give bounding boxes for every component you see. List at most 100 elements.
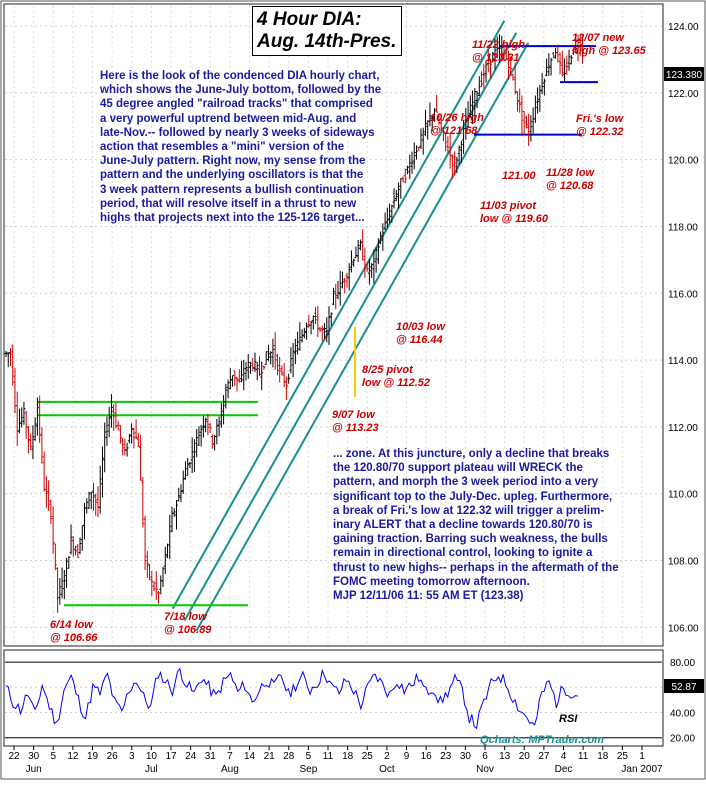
rsi-last-label: 52.87 — [671, 682, 696, 693]
time-tick-label: 28 — [283, 751, 295, 762]
commentary-bottom-line: gaining traction. Barring such weakness,… — [333, 533, 608, 546]
time-tick-label: 17 — [165, 751, 177, 762]
commentary-bottom-line: thrust to new highs-- perhaps in the aft… — [333, 561, 619, 574]
last-price-label: 123.380 — [666, 70, 703, 81]
annotation-label: 9/07 low — [332, 409, 376, 421]
time-tick-label: 14 — [244, 751, 256, 762]
annotation-label: 6/14 low — [50, 619, 94, 631]
time-tick-label: 25 — [617, 751, 629, 762]
commentary-top-line: action that resembles a "mini" version o… — [100, 141, 345, 154]
month-label: Dec — [555, 764, 573, 775]
price-tick-label: 118.00 — [668, 222, 698, 233]
price-tick-label: 110.00 — [668, 490, 698, 501]
time-axis: 22 30 5 12 19 26 3 10 17 24 31 7 14 21 28 5 11 18 25 2 9 16 23… — [8, 746, 663, 775]
time-tick-label: 7 — [227, 751, 233, 762]
time-tick-label: 20 — [519, 751, 531, 762]
price-tick-label: 114.00 — [668, 356, 698, 367]
annotation-value: high @ 123.65 — [572, 45, 647, 57]
commentary-bottom-line: the 120.80/70 support plateau will WRECK… — [333, 462, 583, 475]
commentary-top: Here is the look of the condenced DIA ho… — [100, 69, 381, 225]
annotation-value: @ 106.89 — [164, 624, 212, 636]
title-line-1: 4 Hour DIA: — [257, 9, 362, 30]
time-tick-label: 5 — [306, 751, 312, 762]
time-tick-label: 3 — [129, 751, 135, 762]
footer-credit: Qcharts: MPTrader.com — [480, 734, 604, 746]
annotation-label: 11/28 low — [546, 167, 596, 179]
commentary-top-line: highs that projects next into the 125-12… — [100, 212, 365, 225]
annotation-label: 10/26 high — [430, 112, 484, 124]
annotation-value: @ 113.23 — [332, 422, 379, 434]
annotation-value: @ 106.66 — [50, 632, 98, 644]
time-tick-label: 24 — [185, 751, 197, 762]
commentary-top-line: a very powerful uptrend between mid-Aug.… — [100, 112, 357, 125]
channel-mid-line — [183, 32, 518, 622]
time-tick-label: 21 — [264, 751, 276, 762]
commentary-top-line: period, that will resolve itself in a th… — [100, 197, 357, 210]
time-tick-label: 18 — [342, 751, 354, 762]
price-tick-label: 124.00 — [668, 22, 699, 33]
time-tick-label: 26 — [107, 751, 119, 762]
time-tick-label: 1 — [639, 751, 645, 762]
annotation-label: Fri.'s low — [576, 113, 625, 125]
time-tick-label: 6 — [482, 751, 488, 762]
channel-lower-line — [195, 42, 530, 632]
time-tick-label: 30 — [460, 751, 472, 762]
commentary-top-line: 3 week pattern represents a bullish cont… — [100, 183, 364, 196]
time-tick-label: 2 — [384, 751, 390, 762]
annotation-label: 7/18 low — [164, 611, 208, 623]
annotation-label: 12/07 new — [572, 32, 625, 44]
rsi-last-badge — [664, 679, 704, 693]
rsi-series — [5, 667, 579, 730]
price-panel-border — [3, 3, 664, 647]
annotation-label: 11/03 pivot — [480, 200, 537, 212]
rsi-panel-border — [3, 649, 664, 747]
commentary-bottom-line: a break of Fri.'s low at 122.32 will tri… — [333, 504, 605, 517]
month-label: Jun — [26, 764, 42, 775]
rsi-grid — [5, 661, 662, 739]
commentary-top-line: 45 degree angled "railroad tracks" that … — [100, 98, 373, 111]
channel-upper-line — [171, 20, 506, 610]
price-tick-label: 106.00 — [668, 623, 699, 634]
annotation-value: low @ 119.60 — [480, 213, 549, 225]
commentary-bottom-line: pattern, and morph the 3 week period int… — [333, 476, 599, 489]
commentary-bottom-line: ... zone. At this juncture, only a decli… — [333, 448, 610, 460]
time-tick-label: 19 — [87, 751, 99, 762]
commentary-top-line: late-Nov.-- followed by nearly 3 weeks o… — [100, 126, 375, 139]
time-tick-label: 10 — [146, 751, 158, 762]
rsi-line — [5, 667, 579, 730]
time-tick-label: 31 — [205, 751, 217, 762]
time-tick-label: 5 — [50, 751, 56, 762]
rsi-tick-label: 40.00 — [670, 708, 695, 719]
time-tick-label: 16 — [421, 751, 433, 762]
time-tick-label: 9 — [404, 751, 410, 762]
time-tick-label: 11 — [578, 751, 589, 762]
rsi-tick-label: 20.00 — [670, 734, 695, 745]
time-tick-label: 13 — [499, 751, 511, 762]
time-tick-label: 12 — [67, 751, 79, 762]
rsi-label: RSI — [559, 713, 578, 725]
annotation-value: @ 121.68 — [430, 125, 478, 137]
time-tick-label: 4 — [561, 751, 567, 762]
time-tick-label: 11 — [323, 751, 334, 762]
month-label: Jan 2007 — [621, 764, 663, 775]
commentary-bottom: ... zone. At this juncture, only a decli… — [333, 447, 619, 603]
price-tick-label: 112.00 — [668, 423, 698, 434]
commentary-top-line: which shows the June-July bottom, follow… — [100, 84, 382, 97]
annotation-label: 121.00 — [502, 170, 537, 182]
title-line-2: Aug. 14th-Pres. — [257, 31, 397, 52]
price-bars — [4, 33, 584, 613]
commentary-bottom-line: significant top to the July-Dec. upleg. … — [333, 490, 613, 503]
annotation-value: low @ 112.52 — [362, 377, 430, 389]
annotation-value: @ 122.32 — [576, 126, 623, 138]
month-label: Oct — [379, 764, 395, 775]
commentary-top-line: Here is the look of the condenced DIA ho… — [100, 70, 380, 82]
annotation-label: 11/22 high — [472, 39, 525, 51]
price-tick-label: 120.00 — [668, 156, 699, 167]
time-tick-label: 23 — [440, 751, 452, 762]
month-label: Aug — [221, 764, 239, 775]
annotation-value: @ 116.44 — [396, 334, 443, 346]
commentary-top-line: pattern and the underlying oscillators i… — [100, 169, 364, 182]
month-label: Jul — [145, 764, 158, 775]
